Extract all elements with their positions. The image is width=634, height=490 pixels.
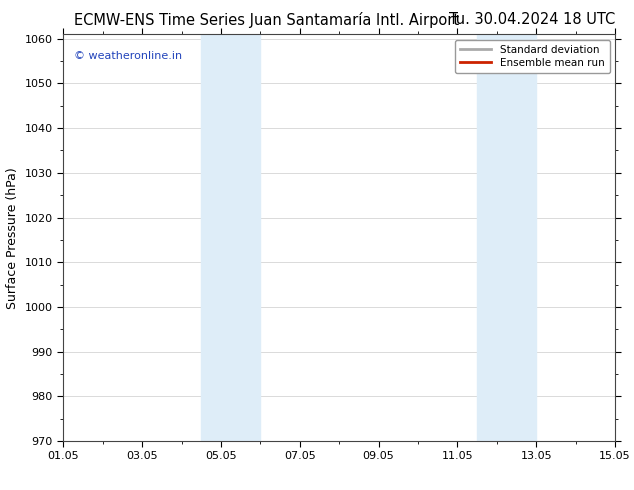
Text: ECMW-ENS Time Series Juan Santamaría Intl. Airport: ECMW-ENS Time Series Juan Santamaría Int… bbox=[74, 12, 459, 28]
Text: Tu. 30.04.2024 18 UTC: Tu. 30.04.2024 18 UTC bbox=[449, 12, 615, 27]
Bar bbox=[477, 34, 536, 441]
Y-axis label: Surface Pressure (hPa): Surface Pressure (hPa) bbox=[6, 167, 19, 309]
Legend: Standard deviation, Ensemble mean run: Standard deviation, Ensemble mean run bbox=[455, 40, 610, 73]
Bar bbox=[202, 34, 261, 441]
Text: © weatheronline.in: © weatheronline.in bbox=[74, 50, 183, 61]
